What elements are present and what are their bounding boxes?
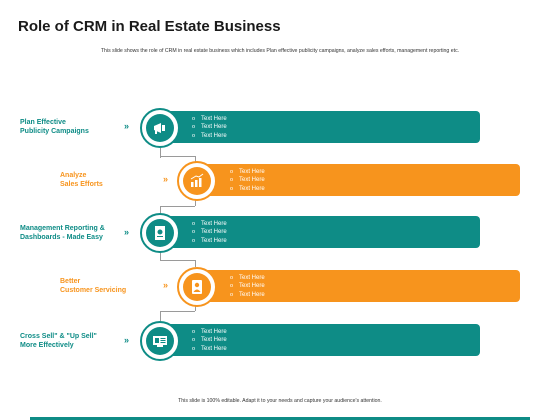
connector-line xyxy=(195,305,196,311)
connector-line xyxy=(160,311,195,312)
connector-line xyxy=(195,260,196,267)
list-item: Text Here xyxy=(192,237,227,245)
chevron-right-icon: » xyxy=(163,280,168,290)
row-label: Analyze Sales Efforts xyxy=(60,172,103,188)
list-item: Text Here xyxy=(230,185,265,193)
list-item: Text Here xyxy=(192,132,227,140)
icon-circle xyxy=(183,273,211,301)
icon-circle xyxy=(146,114,174,142)
crm-row-4: Better Customer Servicing » Text Here Te… xyxy=(0,266,560,307)
connector-line xyxy=(195,156,196,164)
row-label: Cross Sell" & "Up Sell" More Effectively xyxy=(20,333,97,349)
megaphone-icon xyxy=(154,123,165,134)
row-label: Plan Effective Publicity Campaigns xyxy=(20,119,89,135)
connector-line xyxy=(160,260,195,261)
list-item: Text Here xyxy=(192,115,227,123)
customer-icon xyxy=(192,280,202,294)
list-item: Text Here xyxy=(192,336,227,344)
list-item: Text Here xyxy=(230,168,265,176)
list-item: Text Here xyxy=(230,274,265,282)
chevron-right-icon: » xyxy=(124,335,129,345)
bottom-accent-bar xyxy=(30,417,530,420)
crm-row-5: Cross Sell" & "Up Sell" More Effectively… xyxy=(0,320,560,361)
icon-ring xyxy=(140,321,180,361)
bullet-list: Text Here Text Here Text Here xyxy=(230,274,265,299)
list-item: Text Here xyxy=(230,176,265,184)
list-item: Text Here xyxy=(230,282,265,290)
icon-ring xyxy=(177,267,217,307)
dashboard-icon xyxy=(153,336,167,347)
icon-ring xyxy=(140,213,180,253)
chevron-right-icon: » xyxy=(124,227,129,237)
report-icon xyxy=(155,226,165,240)
list-item: Text Here xyxy=(192,228,227,236)
list-item: Text Here xyxy=(192,123,227,131)
row-label: Better Customer Servicing xyxy=(60,278,127,294)
connector-line xyxy=(160,311,161,321)
slide-subtitle: This slide shows the role of CRM in real… xyxy=(100,48,460,54)
icon-circle xyxy=(146,219,174,247)
connector-line xyxy=(160,206,195,207)
icon-circle xyxy=(146,327,174,355)
icon-circle xyxy=(183,167,211,195)
bullet-list: Text Here Text Here Text Here xyxy=(192,328,227,353)
chevron-right-icon: » xyxy=(124,121,129,131)
bullet-list: Text Here Text Here Text Here xyxy=(230,168,265,193)
list-item: Text Here xyxy=(192,220,227,228)
connector-line xyxy=(160,156,195,157)
connector-line xyxy=(195,200,196,206)
crm-row-3: Management Reporting & Dashboards - Made… xyxy=(0,212,560,253)
crm-row-1: Plan Effective Publicity Campaigns » Tex… xyxy=(0,108,560,148)
bullet-list: Text Here Text Here Text Here xyxy=(192,220,227,245)
connector-line xyxy=(160,148,161,158)
bullet-list: Text Here Text Here Text Here xyxy=(192,115,227,140)
row-label: Management Reporting & Dashboards - Made… xyxy=(20,225,105,241)
chevron-right-icon: » xyxy=(163,174,168,184)
crm-row-2: Analyze Sales Efforts » Text Here Text H… xyxy=(0,160,560,201)
footer-note: This slide is 100% editable. Adapt it to… xyxy=(178,398,382,404)
icon-ring xyxy=(140,108,180,148)
slide-title: Role of CRM in Real Estate Business xyxy=(18,18,281,35)
list-item: Text Here xyxy=(192,345,227,353)
icon-ring xyxy=(177,161,217,201)
connector-line xyxy=(160,252,161,260)
bar-chart-icon xyxy=(190,173,204,187)
list-item: Text Here xyxy=(192,328,227,336)
connector-line xyxy=(160,206,161,214)
list-item: Text Here xyxy=(230,291,265,299)
